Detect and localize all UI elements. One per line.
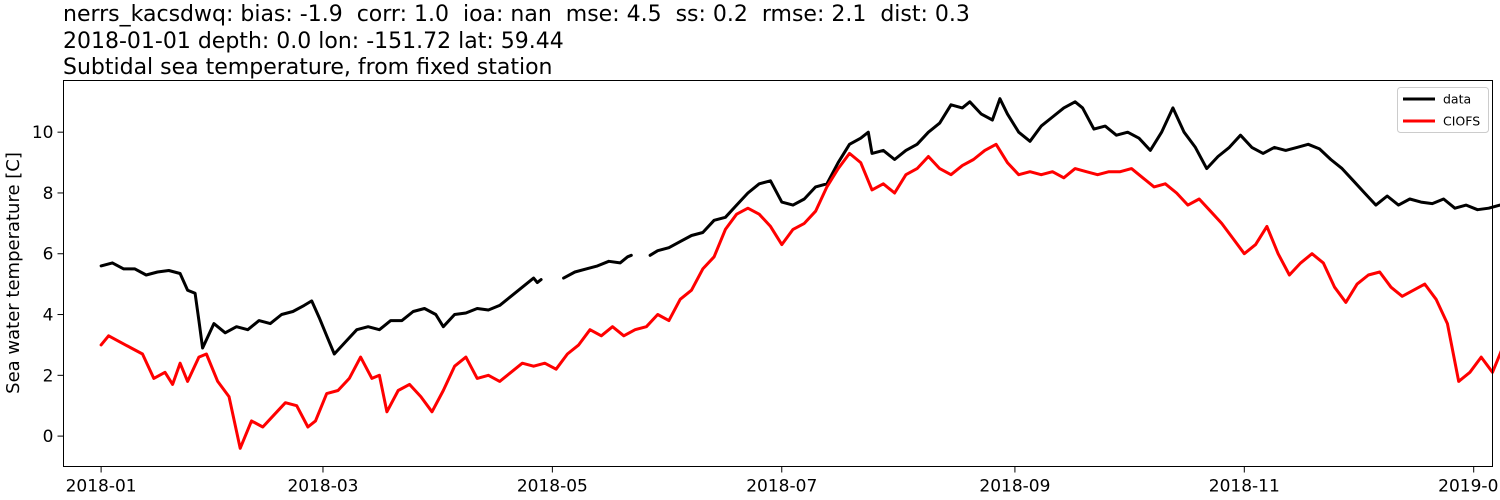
y-axis: 0 2 4 6 8 10	[32, 123, 64, 447]
x-tick-label: 2019-01	[1438, 477, 1500, 497]
legend: data CIOFS	[1397, 87, 1489, 133]
chart-title-line-3: Subtidal sea temperature, from fixed sta…	[63, 55, 553, 80]
y-tick-label: 10	[32, 123, 54, 143]
series-line-data-segment-3	[648, 97, 1500, 257]
x-tick-label: 2018-09	[979, 477, 1050, 497]
plot-layer	[99, 97, 1500, 450]
y-axis-label: Sea water temperature [C]	[3, 152, 24, 394]
legend-label-data: data	[1443, 92, 1471, 107]
y-tick-label: 2	[43, 366, 54, 386]
legend-label-ciofs: CIOFS	[1443, 114, 1480, 129]
y-tick-label: 4	[43, 306, 54, 326]
x-tick-label: 2018-11	[1209, 477, 1280, 497]
x-tick-label: 2018-01	[66, 477, 137, 497]
chart-title-line-1: nerrs_kacsdwq: bias: -1.9 corr: 1.0 ioa:…	[63, 2, 970, 27]
series-line-data-segment-2	[562, 253, 633, 280]
y-tick-label: 8	[43, 184, 54, 204]
x-axis: 2018-01 2018-03 2018-05 2018-07 2018-09 2018-…	[66, 466, 1500, 497]
plot-frame	[63, 80, 1493, 467]
x-tick-label: 2018-07	[746, 477, 817, 497]
x-tick-label: 2018-03	[287, 477, 358, 497]
y-tick-label: 6	[43, 245, 54, 265]
x-tick-label: 2018-05	[517, 477, 588, 497]
chart-title-line-2: 2018-01-01 depth: 0.0 lon: -151.72 lat: …	[63, 29, 564, 54]
series-line-data-segment-1	[99, 261, 543, 356]
y-tick-label: 0	[43, 427, 54, 447]
series-line-ciofs-segment-1	[99, 142, 1500, 450]
